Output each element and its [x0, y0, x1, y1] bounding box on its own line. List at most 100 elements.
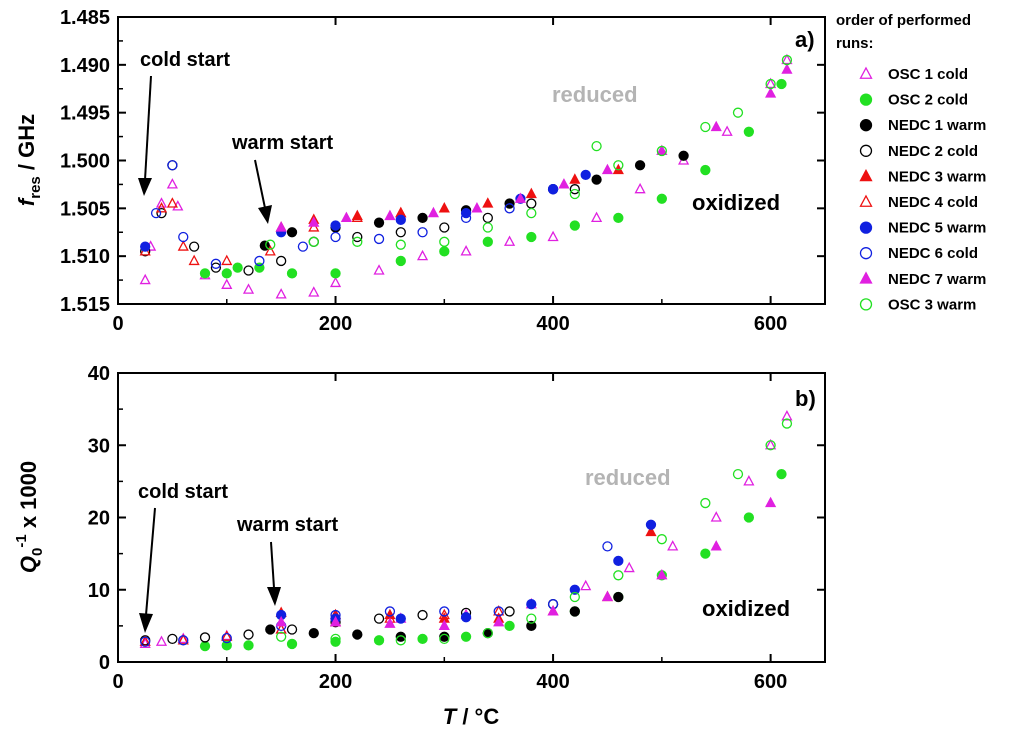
data-point — [504, 620, 515, 632]
legend-entry: OSC 3 warm — [859, 296, 976, 313]
legend-entries: OSC 1 cold OSC 2 cold NEDC 1 warm NEDC 2 co… — [859, 66, 986, 313]
data-point — [275, 221, 287, 232]
data-point — [743, 475, 755, 486]
legend-entry: NEDC 6 cold — [859, 245, 978, 262]
data-point — [460, 612, 472, 623]
data-point — [140, 241, 151, 252]
y-tick-label: 30 — [88, 435, 110, 457]
series-nedc-6-cold — [140, 541, 613, 647]
data-point — [569, 591, 580, 603]
data-point — [150, 207, 162, 219]
data-point — [569, 606, 580, 617]
data-point — [514, 192, 527, 203]
data-point — [276, 631, 287, 642]
legend-label: OSC 3 warm — [888, 296, 976, 313]
panel-b-x-label-main: T — [443, 704, 458, 729]
data-point — [700, 164, 711, 176]
panel-b-y-axis-label: Q0-1 x 1000 — [13, 461, 46, 573]
data-point — [634, 182, 646, 194]
data-point — [427, 206, 440, 218]
legend-marker — [859, 298, 873, 311]
legend-title-line1: order of performed — [836, 12, 971, 29]
data-point — [276, 255, 287, 267]
data-point — [438, 619, 450, 630]
legend-marker — [859, 66, 873, 79]
y-tick-label: 0 — [99, 652, 110, 674]
data-point — [493, 606, 504, 617]
data-point — [525, 187, 537, 199]
data-point — [591, 140, 602, 152]
svg-text:Q0-1 x 1000: Q0-1 x 1000 — [13, 461, 46, 573]
series-nedc-7-warm — [275, 496, 777, 630]
data-point — [188, 254, 200, 266]
legend-marker — [859, 144, 873, 157]
data-point — [765, 78, 776, 90]
panel-b-reduced-label: reduced — [585, 465, 671, 490]
legend-label: OSC 1 cold — [888, 66, 968, 83]
data-point — [700, 548, 711, 559]
data-point — [547, 605, 559, 616]
data-point — [601, 590, 614, 602]
data-point — [139, 635, 151, 646]
panel-b-cold-start-label: cold start — [138, 481, 228, 503]
panel-a-ticks: 0 200 400 600 1.485 1.490 1.495 1.500 1.505 1.510… — [60, 7, 825, 335]
data-point — [591, 174, 602, 185]
x-tick-label: 600 — [754, 313, 787, 335]
data-point — [656, 145, 667, 157]
data-point — [580, 169, 591, 181]
data-point — [373, 217, 385, 228]
data-point — [743, 512, 755, 523]
series-osc-2-cold — [199, 468, 787, 652]
data-point — [330, 633, 341, 645]
data-point — [623, 561, 635, 573]
data-point — [177, 240, 189, 251]
legend-marker — [859, 271, 873, 284]
data-point — [275, 288, 287, 299]
data-point — [504, 606, 515, 617]
data-point — [569, 220, 580, 231]
data-point — [330, 231, 341, 243]
series-nedc-5-warm — [140, 169, 591, 252]
data-point — [776, 78, 787, 90]
panel-b-ticks: 0 200 400 600 0 10 20 30 40 — [88, 363, 825, 693]
data-point — [482, 222, 493, 233]
legend: order of performed runs: OSC 1 cold OSC 2… — [836, 12, 986, 313]
legend-label: NEDC 3 warm — [888, 168, 986, 185]
data-point — [526, 599, 537, 610]
data-point — [178, 231, 189, 243]
data-point — [439, 606, 450, 617]
data-point — [384, 606, 396, 617]
data-point — [221, 278, 233, 289]
data-point — [308, 216, 320, 227]
data-point — [732, 107, 744, 118]
panel-a-label: a) — [795, 27, 815, 52]
data-point — [395, 214, 406, 225]
data-point — [645, 525, 657, 537]
data-point — [526, 231, 537, 243]
data-point — [308, 627, 319, 639]
data-point — [743, 126, 755, 137]
x-tick-label: 200 — [319, 671, 352, 693]
data-point — [700, 121, 711, 133]
data-point — [286, 624, 298, 635]
y-tick-label: 1.510 — [60, 246, 110, 268]
data-point — [340, 211, 353, 223]
data-point — [613, 212, 624, 224]
series-osc-1-cold — [139, 53, 793, 299]
data-point — [417, 633, 428, 645]
data-point — [177, 633, 189, 645]
data-point — [155, 635, 168, 646]
x-tick-label: 0 — [112, 313, 123, 335]
series-nedc-1-warm — [265, 591, 624, 642]
data-point — [178, 635, 189, 646]
series-nedc-6-cold — [150, 160, 559, 269]
legend-marker — [859, 194, 873, 207]
data-point — [221, 633, 232, 644]
legend-label: NEDC 5 warm — [888, 220, 986, 237]
y-tick-label: 1.490 — [60, 55, 110, 77]
data-point — [460, 631, 472, 642]
data-point — [710, 120, 722, 132]
data-point — [352, 231, 363, 243]
y-tick-label: 40 — [88, 363, 110, 385]
